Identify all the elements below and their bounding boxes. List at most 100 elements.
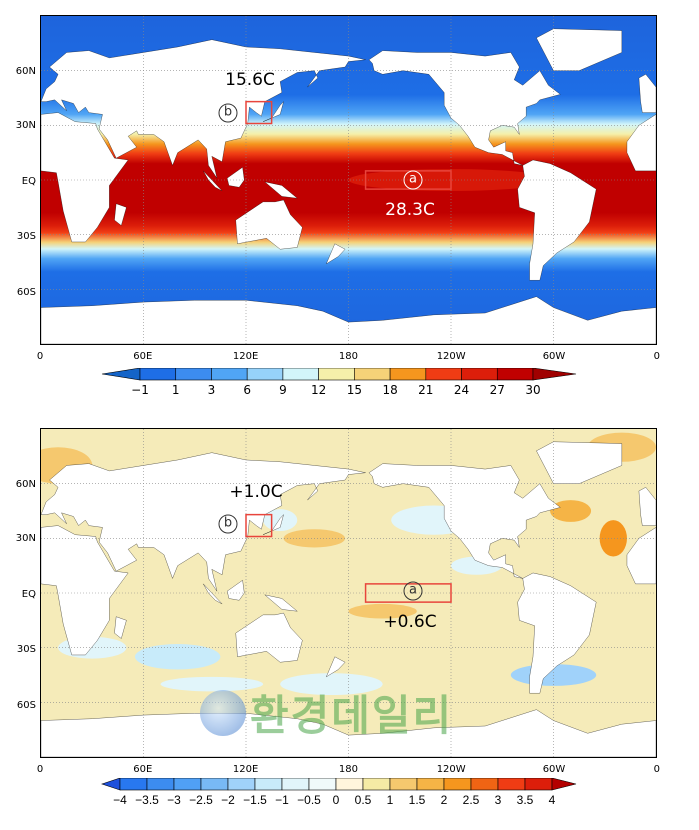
colorbar-cell	[425, 368, 462, 381]
landmass-japan	[263, 102, 284, 122]
latitude-tick-label: 60N	[15, 66, 36, 77]
colorbar-tick-label: 1	[172, 383, 180, 397]
latitude-tick-label: 30N	[15, 533, 36, 544]
latitude-tick-label: EQ	[21, 176, 36, 187]
colorbar-temperature: −1 1 3 6 9 12 15 18 21 24 27 30	[101, 368, 577, 397]
colorbar-tick-label: 0	[333, 793, 340, 807]
colorbar-tick-label: −2.5	[189, 793, 213, 807]
landmass-greenland	[536, 29, 621, 71]
anomaly-patch	[348, 603, 417, 619]
longitude-tick-label: 0	[36, 351, 44, 362]
anomaly-patch	[550, 500, 592, 522]
landmass-newguinea	[265, 595, 297, 611]
longitude-tick-label: 0	[653, 764, 660, 775]
landmass-newguinea	[265, 182, 297, 198]
colorbar-cell	[282, 368, 319, 381]
colorbar-cell	[227, 778, 256, 791]
landmass-antarctica	[41, 710, 656, 757]
colorbar-cell	[200, 778, 229, 791]
colorbar-tick-label: 2	[441, 793, 448, 807]
colorbar-cell	[146, 778, 175, 791]
colorbar-cell	[362, 778, 391, 791]
latitude-tick-label: 60N	[15, 479, 36, 490]
longitude-tick-label: 0	[36, 764, 44, 775]
colorbar-tick-label: −4	[113, 793, 127, 807]
colorbar-tick-label: 3	[495, 793, 502, 807]
colorbar-cell	[496, 368, 534, 381]
colorbar-tick-label: 4	[549, 793, 556, 807]
anomaly-patch	[160, 676, 264, 692]
colorbar-cell	[389, 368, 427, 381]
colorbar-tick-label: 15	[347, 383, 362, 397]
region-b-box	[246, 102, 272, 124]
region-a-anomaly-label: +0.6C	[383, 612, 437, 632]
longitude-tick-label: 60W	[542, 764, 566, 775]
anomaly-patch	[134, 644, 221, 670]
colorbar-tick-label: −1.5	[243, 793, 267, 807]
colorbar-cell	[524, 778, 553, 791]
region-a-marker: a	[403, 581, 423, 601]
colorbar-tick-label: 3	[208, 383, 216, 397]
colorbar-cell	[246, 368, 284, 381]
region-a-marker: a	[403, 170, 423, 190]
colorbar-tick-label: 24	[454, 383, 469, 397]
landmass-australia	[236, 613, 303, 662]
longitude-tick-label: 120W	[436, 764, 466, 775]
landmass-namerica	[369, 464, 560, 579]
longitude-tick-label: 120E	[232, 351, 259, 362]
landmass-namerica	[369, 51, 560, 166]
colorbar-tick-label: 12	[311, 383, 326, 397]
colorbar-tick-label: 27	[490, 383, 505, 397]
colorbar-anomaly: −4 −3.5 −3 −2.5 −2 −1.5 −1 −0.5 0 0.5 1 1.5 2 2.5 3 3.5…	[101, 778, 577, 807]
colorbar-tick-label: 30	[525, 383, 540, 397]
longitude-tick-label: 120W	[436, 351, 466, 362]
colorbar-tick-label: −2	[221, 793, 235, 807]
landmass-antarctica	[41, 297, 656, 344]
region-b-box	[246, 515, 272, 537]
landmass-japan	[263, 515, 284, 535]
colorbar-tick-label: 1	[387, 793, 394, 807]
region-b-marker: b	[218, 103, 238, 123]
colorbar-tick-label: −1	[275, 793, 289, 807]
colorbar-tick-label: 3.5	[517, 793, 534, 807]
colorbar-cell	[416, 778, 445, 791]
landmass-nz	[326, 657, 345, 677]
landmass-africa	[41, 526, 128, 655]
anomaly-patch	[599, 520, 627, 557]
longitude-tick-label: 0	[653, 351, 660, 362]
landmass-australia	[236, 200, 303, 249]
latitude-tick-label: 60S	[16, 287, 36, 298]
colorbar-tick-label: −3.5	[135, 793, 159, 807]
sst-climatology-map	[40, 15, 657, 345]
landmass-borneo	[227, 167, 244, 187]
landmass-iberia	[639, 74, 656, 112]
region-a-value-label: 28.3C	[385, 200, 435, 220]
landmass-samerica	[518, 160, 597, 280]
region-b-marker: b	[218, 514, 238, 534]
colorbar-tick-label: 21	[418, 383, 433, 397]
colorbar-cell	[497, 778, 526, 791]
landmass-iberia	[639, 487, 656, 525]
longitude-tick-label: 180	[338, 351, 358, 362]
sst-anomaly-map	[40, 428, 657, 758]
colorbar-tick-label: −3	[167, 793, 181, 807]
landmass-greenland	[536, 442, 621, 484]
colorbar-cell	[335, 778, 364, 791]
colorbar-tick-label: 1.5	[409, 793, 426, 807]
colorbar-tick-label: 6	[243, 383, 251, 397]
latitude-tick-label: 60S	[16, 700, 36, 711]
region-b-value-label: 15.6C	[225, 70, 275, 90]
colorbar-cell	[461, 368, 498, 381]
latitude-tick-label: 30S	[16, 231, 36, 242]
colorbar-tick-label: 9	[279, 383, 287, 397]
colorbar-cell	[318, 368, 355, 381]
colorbar-cell	[389, 778, 418, 791]
longitude-tick-label: 60E	[133, 764, 153, 775]
landmass-nz	[326, 244, 345, 264]
colorbar-tick-label: −1	[131, 383, 149, 397]
colorbar-tick-label: 18	[382, 383, 397, 397]
landmass-africa	[41, 113, 128, 242]
landmass-samerica	[518, 573, 597, 693]
latitude-tick-label: 30N	[15, 120, 36, 131]
